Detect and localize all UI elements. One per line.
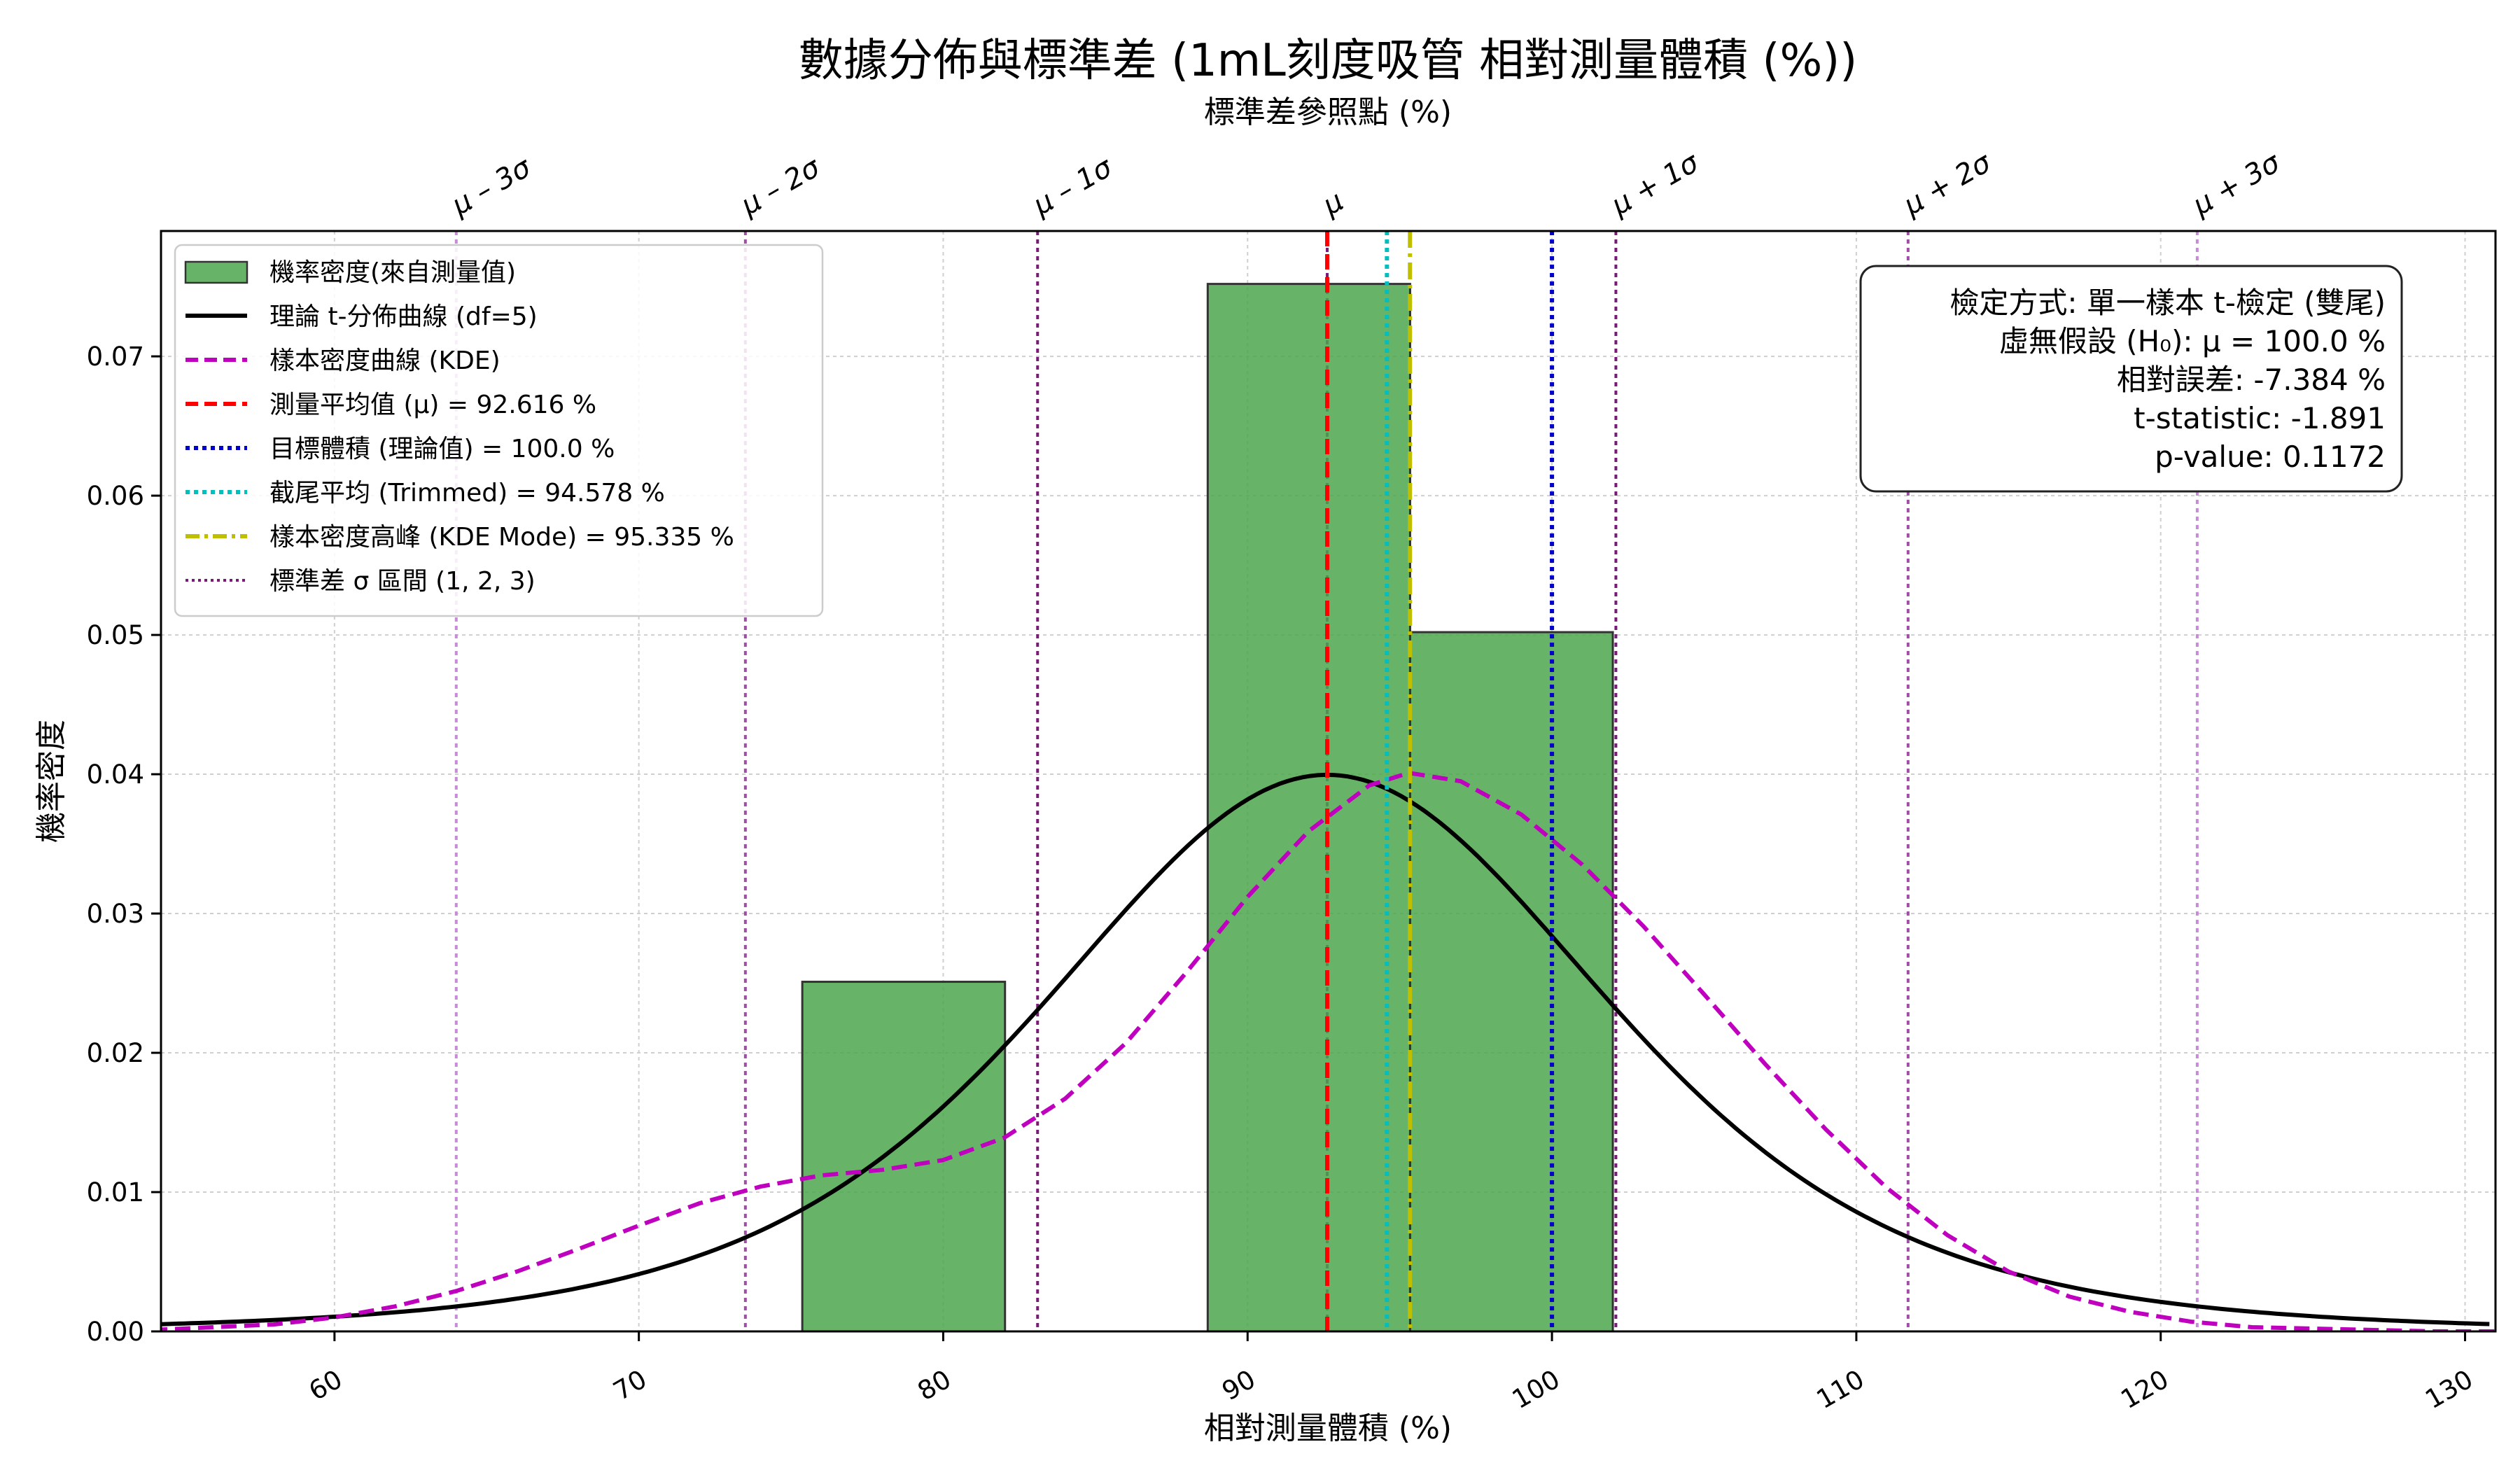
x-tick-label: 120 [2116,1364,2174,1415]
stats-line: 相對誤差: -7.384 % [2117,363,2386,397]
y-tick-label: 0.04 [87,760,144,790]
plot-area [161,231,2496,1331]
stats-frame [1859,265,2403,493]
kde-curve [161,771,2496,1331]
stats-box: 檢定方式: 單一樣本 t-檢定 (雙尾) 虛無假設 (H₀): μ = 100.0… [1859,265,2403,493]
x-tick-label: 100 [1507,1364,1565,1415]
histogram-bar [1408,631,1614,1331]
stats-line: p-value: 0.1172 [2155,440,2386,474]
x-tick-label: 80 [913,1364,956,1407]
top-axis-label: 標準差參照點 (%) [1204,94,1452,130]
sigma-label: μ + 1σ [1606,146,1705,222]
stats-line: 檢定方式: 單一樣本 t-檢定 (雙尾) [1949,286,2386,320]
legend-label: 理論 t-分佈曲線 (df=5) [270,302,538,331]
legend-swatch [184,260,248,284]
y-tick-label: 0.02 [87,1038,144,1068]
legend-frame [174,244,824,617]
sigma-label: μ – 2σ [735,150,827,222]
y-tick-label: 0.00 [87,1317,144,1347]
y-tick-label: 0.06 [87,481,144,511]
sigma-label: μ – 3σ [446,150,538,222]
legend-label: 樣本密度曲線 (KDE) [270,346,500,375]
histogram-bar [1206,283,1411,1331]
legend: 機率密度(來自測量值) 理論 t-分佈曲線 (df=5) 樣本密度曲線 (KDE) 測… [174,244,824,617]
legend-label: 機率密度(來自測量值) [270,258,516,287]
x-tick-label: 70 [608,1364,652,1407]
y-tick-label: 0.07 [87,342,144,372]
x-tick-label: 110 [1812,1364,1870,1415]
y-tick-label: 0.01 [87,1177,144,1208]
stats-line: t-statistic: -1.891 [2134,401,2386,435]
x-tick-label: 130 [2420,1364,2478,1415]
histogram-bar [801,981,1007,1331]
legend-label: 樣本密度高峰 (KDE Mode) = 95.335 % [270,523,734,552]
y-tick-label: 0.05 [87,620,144,650]
legend-label: 標準差 σ 區間 (1, 2, 3) [270,567,536,596]
x-tick-label: 60 [304,1364,347,1407]
x-axis-label: 相對測量體積 (%) [1204,1410,1452,1446]
legend-label: 測量平均值 (μ) = 92.616 % [270,391,596,419]
sigma-labels: μ – 3σ μ – 2σ μ – 1σ μ μ + 1σ μ + 2σ μ + 3σ [446,146,2286,222]
sigma-label: μ + 2σ [1898,146,1997,222]
legend-label: 目標體積 (理論值) = 100.0 % [270,435,615,463]
y-axis-label: 機率密度 [34,720,69,843]
y-tick-label: 0.03 [87,899,144,929]
chart-title: 數據分佈與標準差 (1mL刻度吸管 相對測量體積 (%)) [799,35,1857,87]
sigma-label: μ – 1σ [1027,150,1119,222]
legend-label: 截尾平均 (Trimmed) = 94.578 % [270,479,665,507]
sigma-label: μ + 3σ [2187,146,2286,222]
x-tick-label: 90 [1217,1364,1260,1407]
plot-frame [160,230,2497,1333]
stats-line: 虛無假設 (H₀): μ = 100.0 % [1999,324,2386,358]
sigma-label: μ [1317,185,1349,222]
